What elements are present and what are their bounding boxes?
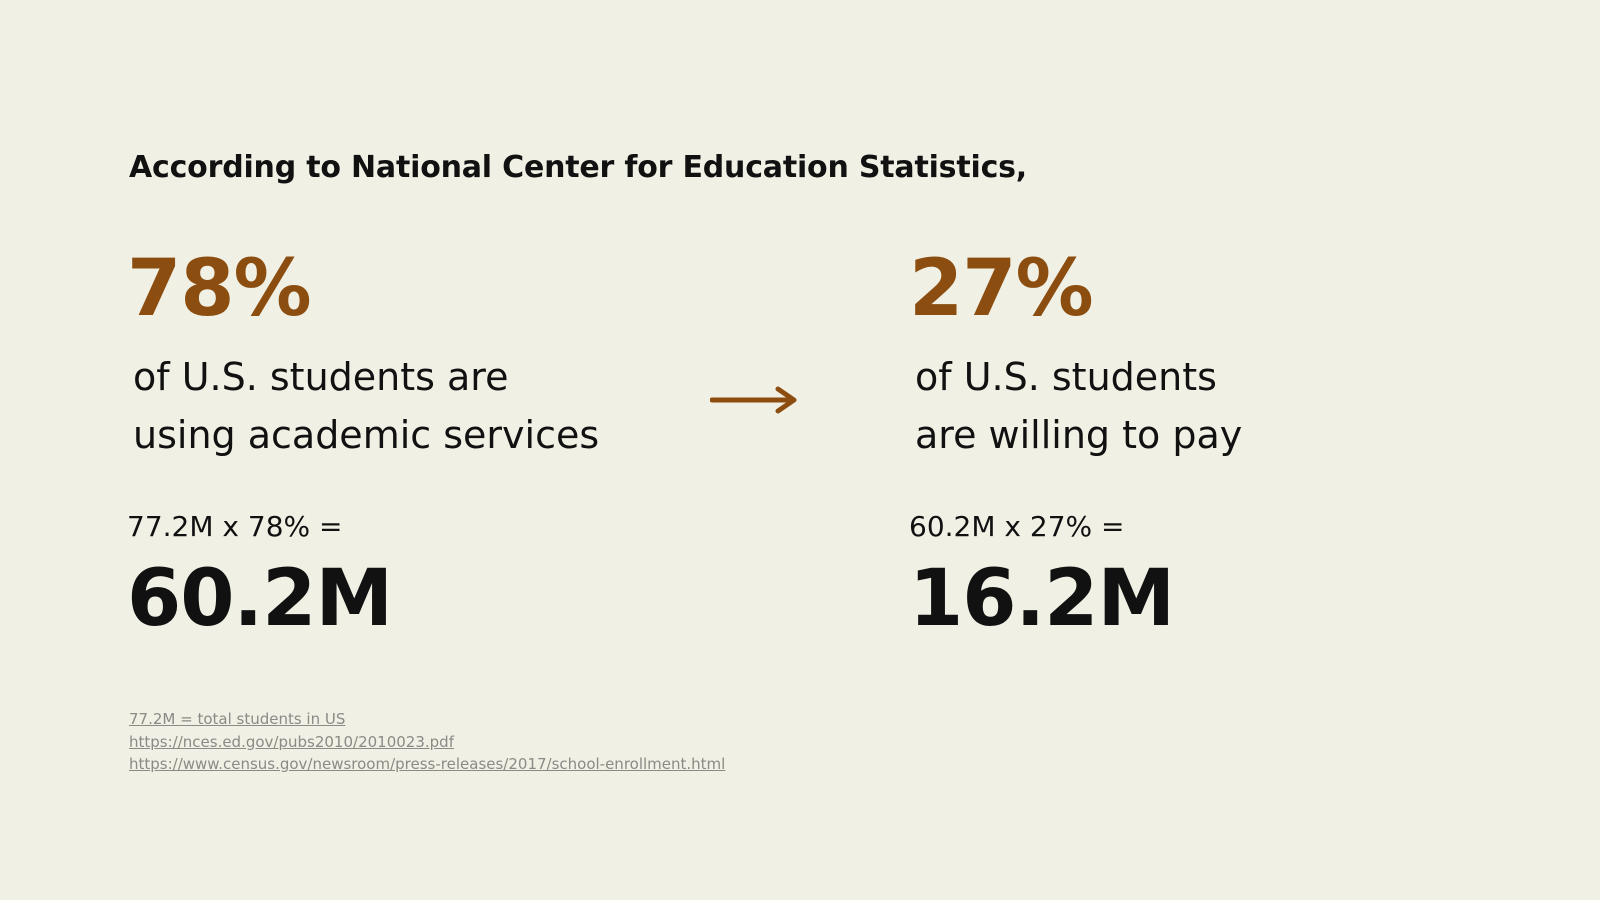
right-percent: 27% bbox=[909, 244, 1094, 334]
right-result: 16.2M bbox=[909, 554, 1175, 644]
footnote-link-nces[interactable]: https://nces.ed.gov/pubs2010/2010023.pdf bbox=[129, 732, 454, 751]
left-description: of U.S. students are using academic serv… bbox=[133, 348, 599, 464]
footnote-link-census[interactable]: https://www.census.gov/newsroom/press-re… bbox=[129, 755, 726, 773]
right-arrow-icon bbox=[710, 386, 797, 414]
right-description-line-2: are willing to pay bbox=[915, 413, 1243, 457]
right-description-line-1: of U.S. students bbox=[915, 355, 1217, 399]
right-stat-column: 27% of U.S. students are willing to pay … bbox=[909, 240, 1242, 638]
right-description: of U.S. students are willing to pay bbox=[915, 348, 1242, 464]
right-formula: 60.2M x 27% = bbox=[909, 510, 1125, 543]
left-result: 60.2M bbox=[127, 554, 393, 644]
left-description-line-1: of U.S. students are bbox=[133, 355, 509, 399]
left-stat-column: 78% of U.S. students are using academic … bbox=[127, 240, 599, 638]
left-percent: 78% bbox=[127, 244, 312, 334]
left-formula: 77.2M x 78% = bbox=[127, 510, 343, 543]
left-description-line-2: using academic services bbox=[133, 413, 600, 457]
footnotes: 77.2M = total students in US https://nce… bbox=[129, 708, 725, 776]
slide-heading: According to National Center for Educati… bbox=[129, 150, 1028, 185]
footnote-total-students[interactable]: 77.2M = total students in US bbox=[129, 710, 346, 728]
